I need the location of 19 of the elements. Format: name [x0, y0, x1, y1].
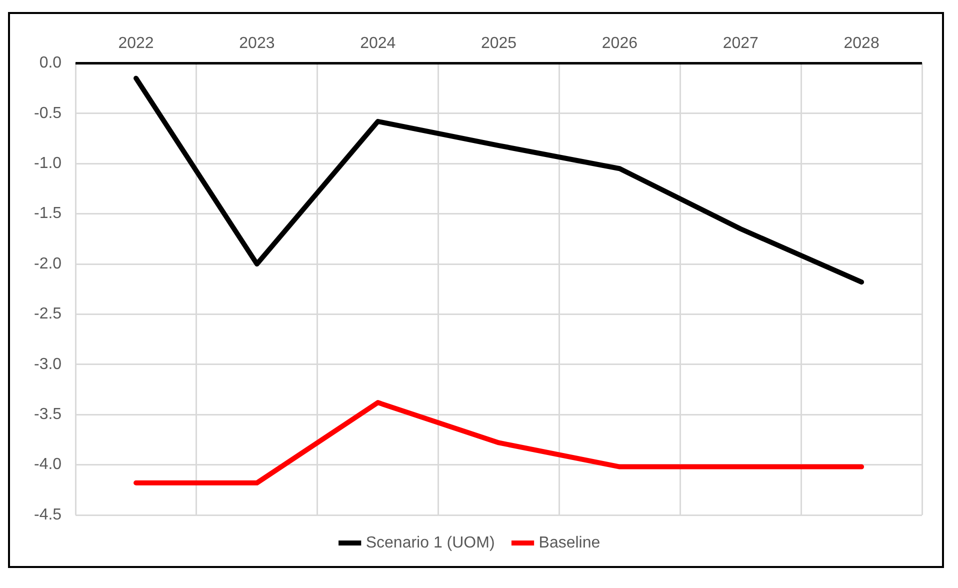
y-tick-label: -3.0	[34, 356, 62, 373]
x-tick-label: 2025	[480, 35, 517, 52]
legend-label: Baseline	[538, 534, 600, 552]
y-tick-label: 0.0	[39, 54, 62, 72]
y-tick-label: -2.0	[34, 255, 62, 272]
x-tick-label: 2024	[360, 35, 396, 52]
x-tick-label: 2028	[844, 35, 880, 52]
y-tick-label: -3.5	[34, 406, 62, 424]
y-tick-label: -1.0	[34, 155, 62, 172]
x-tick-label: 2027	[722, 35, 759, 52]
y-tick-label: -2.5	[34, 306, 62, 323]
x-tick-label: 2026	[602, 35, 638, 52]
y-tick-label: -4.5	[34, 506, 62, 524]
y-tick-label: -1.5	[34, 205, 62, 222]
x-tick-label: 2022	[118, 35, 154, 52]
legend-label: Scenario 1 (UOM)	[366, 534, 495, 552]
x-tick-label: 2023	[239, 35, 275, 52]
y-tick-label: -0.5	[34, 104, 62, 122]
y-tick-label: -4.0	[34, 456, 62, 474]
